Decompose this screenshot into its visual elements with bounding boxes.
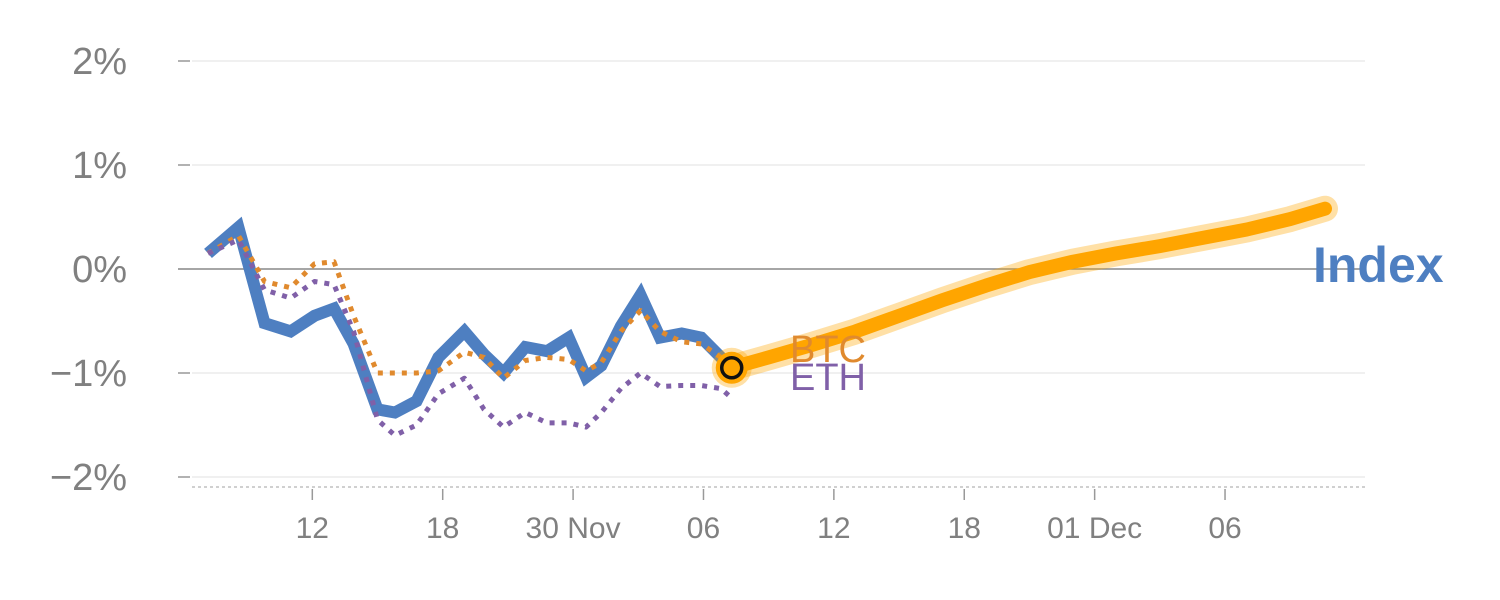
series-line-eth: [206, 237, 734, 438]
x-tick-label: 30 Nov: [526, 512, 621, 545]
series-label-eth: ETH: [790, 357, 866, 399]
axes: 2% 1% 0% −1% −2% 12 18 30 Nov 06 12 18 01 Dec 06: [50, 41, 1365, 545]
y-tick-label: −1%: [50, 353, 127, 395]
y-tick-label: 0%: [72, 249, 127, 291]
series: [204, 195, 1338, 438]
grid: [178, 60, 1365, 478]
series-label-index: Index: [1313, 237, 1444, 293]
x-tick-label: 06: [687, 512, 720, 545]
y-tick-label: −2%: [50, 457, 127, 499]
series-line-btc: [206, 233, 733, 381]
x-tick-label: 12: [817, 512, 850, 545]
x-tick-label: 18: [948, 512, 981, 545]
series-line-index: [204, 216, 736, 419]
end-marker-layer: [711, 347, 752, 388]
projection-line: [724, 201, 1332, 375]
y-tick-label: 2%: [72, 41, 127, 83]
x-tick-label: 06: [1208, 512, 1241, 545]
x-tick-label: 18: [426, 512, 459, 545]
y-tick-label: 1%: [72, 145, 127, 187]
series-label-btc: BTC: [790, 329, 866, 371]
x-tick-label: 01 Dec: [1047, 512, 1142, 545]
x-tick-label: 12: [296, 512, 329, 545]
end-marker: [719, 356, 744, 380]
